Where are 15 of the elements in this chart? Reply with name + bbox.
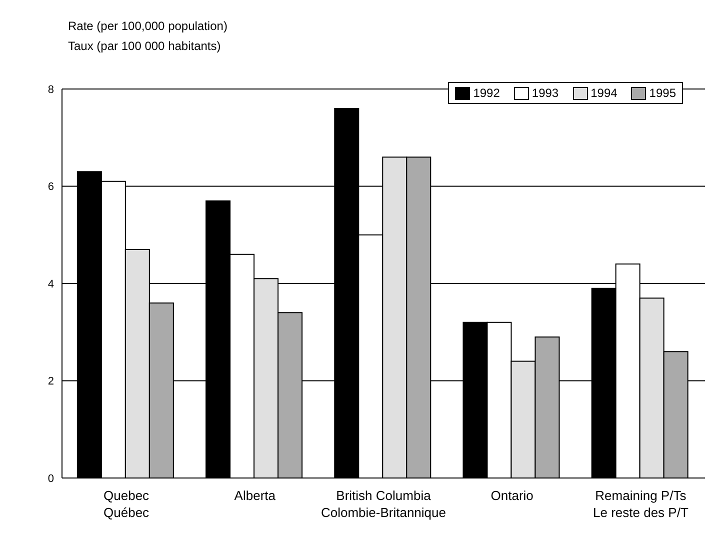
- y-axis-title: Rate (per 100,000 population) Taux (par 100 000 habitants): [68, 18, 228, 55]
- x-tick-label: Quebec Québec: [104, 488, 150, 520]
- y-tick-label: 8: [48, 84, 54, 96]
- legend-label: 1992: [473, 86, 500, 100]
- legend-label: 1995: [649, 86, 676, 100]
- y-tick-label: 0: [48, 472, 54, 485]
- x-tick-label: Remaining P/Ts Le reste des P/T: [593, 488, 688, 520]
- x-tick-label: Alberta: [234, 488, 276, 503]
- x-tick-label: Ontario: [490, 488, 534, 503]
- y-tick-label: 4: [48, 278, 54, 290]
- legend-label: 1993: [532, 86, 559, 100]
- x-tick-label: British Columbia Colombie-Britannique: [320, 488, 446, 520]
- y-tick-label: 2: [48, 376, 54, 388]
- legend-label: 1994: [590, 86, 618, 100]
- y-tick-label: 6: [48, 181, 54, 194]
